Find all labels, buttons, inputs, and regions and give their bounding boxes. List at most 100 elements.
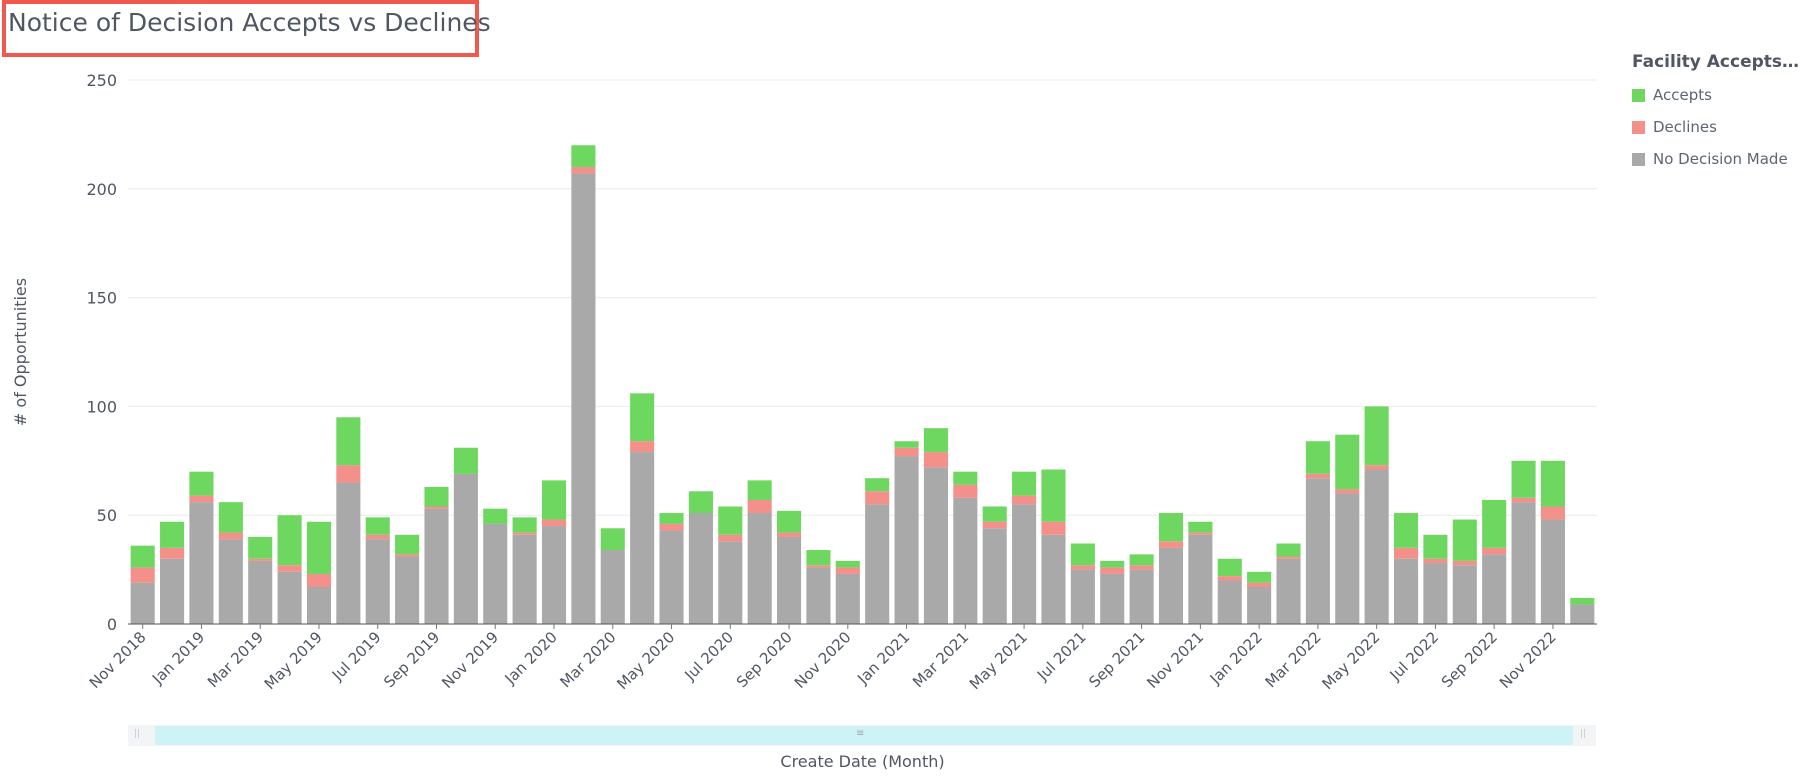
scrollbar-left-handle-icon[interactable]: || (134, 729, 141, 739)
bar-segment (1482, 499, 1507, 548)
bar-segment (453, 447, 478, 474)
bar-segment (1540, 506, 1565, 520)
bar-segment (630, 441, 655, 453)
bar-segment (1335, 493, 1360, 624)
legend-item-declines[interactable]: Declines (1632, 118, 1802, 136)
bar-segment (395, 554, 420, 557)
legend-label-no-decision: No Decision Made (1653, 150, 1788, 168)
bar-segment (865, 478, 890, 492)
bar-segment (1217, 576, 1242, 581)
y-axis-ticks: 0 50 100 150 200 250 (86, 71, 117, 634)
bar-segment (1482, 547, 1507, 555)
bar-segment (248, 558, 273, 561)
bar-segment (277, 515, 302, 566)
x-tick-label: Nov 2019 (438, 628, 502, 692)
bar-segment (160, 558, 185, 624)
bar-segment (1247, 582, 1272, 588)
bar-segment (1570, 604, 1595, 624)
bar-segment (953, 471, 978, 485)
bar-segment (894, 456, 919, 624)
bar-segment (777, 536, 802, 624)
bar-segment (1129, 565, 1154, 570)
bar-segment (1335, 489, 1360, 494)
bar-segment (1393, 513, 1419, 548)
legend: Facility Accepts R… Accepts Declines No … (1632, 52, 1802, 168)
bar-segment (1070, 543, 1095, 566)
bar-segment (541, 526, 567, 624)
bar-segment (835, 567, 860, 574)
bar-segment (336, 465, 361, 483)
bar-segment (1570, 597, 1595, 605)
x-axis-label: Create Date (Month) (780, 752, 944, 771)
bar-segment (953, 497, 978, 624)
bar-segment (424, 486, 449, 507)
chart-title: Notice of Decision Accepts vs Declines (8, 8, 491, 37)
bar-segment (571, 167, 596, 174)
x-tick-label: Nov 2020 (791, 628, 855, 692)
bar-segment (1041, 469, 1066, 522)
bar-segment (1041, 534, 1066, 624)
x-tick-label: May 2021 (966, 628, 1031, 693)
bar-segment (336, 417, 361, 466)
legend-label-accepts: Accepts (1653, 86, 1712, 104)
bar-segment (747, 513, 772, 624)
x-tick-label: Jul 2019 (328, 628, 385, 685)
bar-segment (277, 565, 302, 572)
bar-segment (1158, 513, 1184, 542)
bar-segment (1129, 569, 1154, 624)
bar-segment (1540, 460, 1565, 507)
bar-segment (160, 547, 185, 559)
y-tick-label: 250 (86, 71, 117, 90)
bar-segment (659, 523, 684, 531)
x-tick-label: Jul 2022 (1386, 628, 1443, 685)
bar-segment (1393, 547, 1419, 559)
x-tick-label: Jul 2021 (1033, 628, 1090, 685)
bar-segment (835, 573, 860, 624)
bar-segment (248, 560, 273, 624)
range-scrollbar-thumb[interactable] (155, 726, 1573, 745)
bar-segment (894, 447, 919, 457)
bar-segment (1041, 521, 1066, 535)
bar-segment (1158, 541, 1184, 548)
bar-segment (395, 534, 420, 555)
bar-segment (806, 550, 831, 566)
bar-segment (1393, 558, 1419, 624)
bar-segment (835, 560, 860, 568)
bar-segment (1158, 547, 1184, 624)
bar-segment (1305, 473, 1330, 479)
legend-item-accepts[interactable]: Accepts (1632, 86, 1802, 104)
scrollbar-grip-icon[interactable]: ≡ (856, 728, 865, 739)
bar-segment (1364, 465, 1389, 470)
bar-segment (130, 545, 155, 568)
bar-segment (1100, 567, 1125, 574)
bar-segment (395, 556, 420, 624)
x-tick-label: Nov 2022 (1496, 628, 1560, 692)
bar-segment (600, 528, 625, 551)
bar-segment (777, 510, 802, 533)
x-tick-label: Sep 2022 (1438, 628, 1501, 691)
bar-segment (1100, 573, 1125, 624)
bar-segment (1423, 534, 1448, 559)
bar-segment (1452, 519, 1477, 561)
bar-segment (541, 480, 567, 520)
bar-segment (189, 495, 214, 503)
scrollbar-right-handle-icon[interactable]: || (1580, 729, 1587, 739)
bar-segment (1276, 543, 1301, 557)
y-tick-label: 0 (107, 615, 117, 634)
x-tick-label: Jan 2022 (1206, 628, 1266, 688)
legend-item-no-decision[interactable]: No Decision Made (1632, 150, 1802, 168)
bar-segment (688, 513, 713, 624)
bar-segment (1511, 460, 1536, 498)
x-tick-label: Sep 2019 (380, 628, 443, 691)
bar-segment (747, 480, 772, 500)
bar-segment (1217, 558, 1242, 577)
bar-segment (306, 573, 332, 588)
bar-segment (1452, 565, 1477, 624)
bar-segment (630, 393, 655, 442)
x-tick-label: Mar 2020 (556, 628, 619, 691)
bar-segment (218, 539, 243, 624)
bar-segment (806, 567, 831, 624)
x-tick-label: May 2020 (613, 628, 678, 693)
bar-segment (923, 452, 948, 468)
bar-segment (1276, 558, 1301, 624)
